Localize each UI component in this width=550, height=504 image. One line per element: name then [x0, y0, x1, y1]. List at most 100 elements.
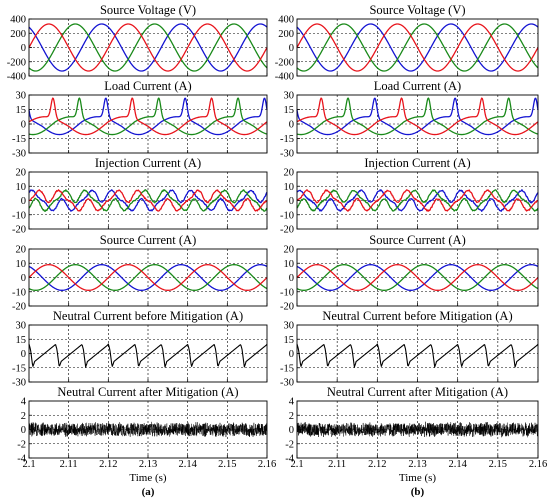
y-tick-label: -4: [285, 454, 294, 465]
y-tick-label: -15: [280, 134, 294, 145]
subplot-r1-c1: Load Current (A) 30 15 0 -15 -30: [280, 79, 539, 160]
plot-frame: [296, 18, 539, 77]
series-phase-c: [296, 189, 539, 212]
y-tick-label: 0: [21, 120, 26, 131]
subplot-title: Source Current (A): [100, 233, 197, 247]
x-tick-label: 2.14: [448, 459, 467, 470]
series-phase-a: [28, 23, 268, 72]
series-phase-a: [296, 23, 539, 72]
y-tick-label: 0: [289, 196, 294, 207]
y-tick-label: 10: [16, 259, 27, 270]
y-tick-label: -20: [280, 225, 294, 236]
series-phase-b: [28, 97, 268, 136]
y-tick-label: 0: [21, 273, 26, 284]
y-tick-label: 0: [289, 120, 294, 131]
subplot-r5-c0: Neutral Current after Mitigation (A) 4 2 0 -…: [17, 385, 268, 465]
subplot-title: Neutral Current before Mitigation (A): [53, 309, 243, 323]
series-phase-b: [28, 23, 268, 72]
series-phase-c: [296, 23, 539, 72]
y-tick-label: -200: [275, 57, 294, 68]
y-tick-label: 0: [289, 349, 294, 360]
y-tick-label: -20: [12, 225, 26, 236]
y-tick-label: 15: [16, 105, 27, 116]
y-tick-label: -10: [12, 287, 26, 298]
y-tick-label: 15: [16, 335, 27, 346]
y-tick-label: 15: [284, 105, 295, 116]
x-axis-label: Time (s): [129, 472, 167, 484]
y-tick-label: 30: [16, 91, 27, 102]
x-tick-label: 2.15: [489, 459, 507, 470]
y-tick-label: -400: [275, 72, 294, 83]
y-tick-label: -15: [12, 134, 26, 145]
y-tick-label: -2: [285, 439, 294, 450]
plot-frame: [28, 94, 268, 154]
plot-frame: [296, 94, 539, 154]
series-neutral: [28, 421, 268, 438]
y-tick-label: -30: [12, 149, 26, 160]
subplot-r1-c0: Load Current (A) 30 15 0 -15 -30: [12, 79, 268, 160]
y-tick-label: 4: [289, 397, 295, 408]
x-tick-label: 2.11: [328, 459, 346, 470]
y-tick-label: 200: [10, 29, 26, 40]
subplot-title: Source Voltage (V): [100, 3, 196, 17]
series-phase-b: [28, 264, 268, 291]
y-tick-label: -2: [17, 439, 26, 450]
y-tick-label: 400: [10, 15, 26, 26]
y-tick-label: -20: [12, 302, 26, 313]
y-tick-label: 10: [16, 182, 27, 193]
series-phase-b: [296, 97, 539, 136]
y-tick-label: -4: [17, 454, 26, 465]
plot-frame: [296, 248, 539, 307]
subplot-title: Source Current (A): [369, 233, 466, 247]
x-tick-label: 2.15: [218, 459, 236, 470]
y-tick-label: 200: [278, 29, 294, 40]
x-tick-label: 2.12: [99, 459, 117, 470]
series-phase-a: [28, 189, 268, 212]
plot-frame: [296, 171, 539, 230]
subplot-title: Injection Current (A): [364, 156, 470, 170]
plot-frame: [28, 171, 268, 230]
y-tick-label: 0: [21, 349, 26, 360]
y-tick-label: -30: [12, 378, 26, 389]
y-tick-label: -10: [280, 210, 294, 221]
y-tick-label: 0: [289, 425, 294, 436]
plot-frame: [296, 400, 539, 459]
y-tick-label: -200: [7, 57, 26, 68]
y-tick-label: -400: [7, 72, 26, 83]
y-tick-label: -10: [12, 210, 26, 221]
x-tick-label: 2.1: [290, 459, 303, 470]
series-phase-c: [28, 264, 268, 291]
y-tick-label: 15: [284, 335, 295, 346]
series-neutral: [296, 421, 539, 438]
subplot-title: Source Voltage (V): [369, 3, 465, 17]
series-phase-a: [28, 97, 268, 136]
subplot-title: Neutral Current after Mitigation (A): [57, 385, 238, 399]
y-tick-label: 20: [16, 245, 27, 256]
subplot-title: Injection Current (A): [95, 156, 201, 170]
plot-frame: [28, 18, 268, 77]
y-tick-label: -30: [280, 149, 294, 160]
x-tick-label: 2.14: [178, 459, 197, 470]
series-phase-c: [28, 97, 268, 136]
subplot-r0-c0: Source Voltage (V) 400 200 0 -200 -400: [7, 3, 268, 83]
y-tick-label: 20: [284, 245, 295, 256]
panel-label: (b): [411, 486, 425, 498]
subplot-r5-c1: Neutral Current after Mitigation (A) 4 2 0 -…: [285, 385, 539, 465]
y-tick-label: -20: [280, 302, 294, 313]
y-tick-label: 2: [21, 411, 26, 422]
y-tick-label: 20: [284, 168, 295, 179]
subplot-r2-c0: Injection Current (A) 20 10 0 -10 -20: [12, 156, 268, 236]
y-tick-label: 30: [284, 321, 295, 332]
y-tick-label: 10: [284, 182, 295, 193]
series-phase-a: [296, 189, 539, 212]
plot-frame: [28, 248, 268, 307]
y-tick-label: -15: [12, 363, 26, 374]
y-tick-label: 30: [16, 321, 27, 332]
x-tick-label: 2.16: [529, 459, 547, 470]
subplot-r4-c1: Neutral Current before Mitigation (A) 30 1…: [280, 309, 539, 389]
y-tick-label: -30: [280, 378, 294, 389]
series-phase-b: [296, 189, 539, 212]
series-phase-c: [28, 23, 268, 72]
x-tick-label: 2.1: [22, 459, 35, 470]
x-tick-label: 2.16: [258, 459, 276, 470]
